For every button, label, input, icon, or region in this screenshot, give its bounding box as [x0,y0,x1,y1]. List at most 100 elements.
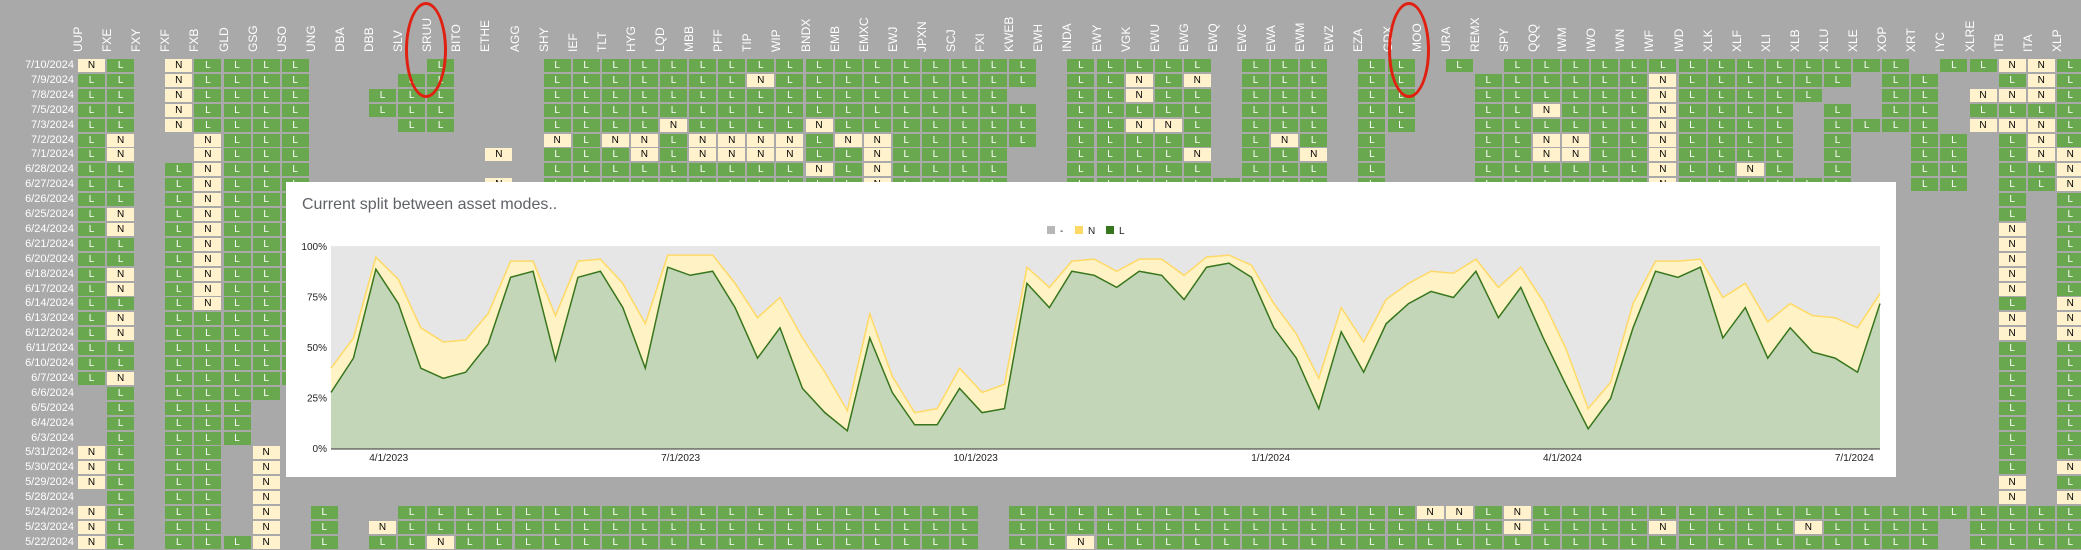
grid-cell[interactable]: L [1154,163,1182,177]
grid-cell[interactable]: L [1562,88,1590,102]
grid-cell[interactable]: L [1009,73,1037,87]
grid-cell[interactable]: L [1678,133,1706,147]
grid-cell[interactable]: L [252,297,280,311]
grid-cell[interactable]: L [1911,88,1939,102]
grid-cell[interactable]: L [1765,59,1793,72]
grid-cell[interactable]: L [892,520,920,534]
grid-cell[interactable]: L [718,73,746,87]
grid-cell[interactable]: L [2056,357,2081,370]
grid-cell[interactable]: L [1474,520,1502,534]
grid-cell[interactable]: L [398,535,426,549]
grid-cell[interactable]: L [1853,506,1881,519]
grid-cell[interactable]: L [1387,506,1415,519]
grid-cell[interactable]: L [601,88,629,102]
grid-cell[interactable]: L [892,59,920,72]
grid-cell[interactable]: L [252,327,280,341]
grid-cell[interactable]: L [892,73,920,87]
grid-cell[interactable]: L [223,267,251,281]
grid-cell[interactable]: L [747,535,775,549]
grid-cell[interactable]: L [107,73,135,87]
grid-cell[interactable]: L [165,535,193,549]
grid-cell[interactable]: L [1242,506,1269,519]
grid-cell[interactable]: N [1183,73,1211,87]
grid-cell[interactable]: L [1562,535,1590,549]
grid-cell[interactable]: L [194,312,222,326]
grid-cell[interactable]: N [2056,178,2081,192]
grid-cell[interactable]: L [1707,520,1735,534]
grid-cell[interactable]: L [892,506,920,519]
grid-cell[interactable]: L [805,535,833,549]
grid-cell[interactable]: L [1940,506,1968,519]
grid-cell[interactable]: L [1445,59,1473,72]
grid-cell[interactable]: L [863,118,891,132]
grid-cell[interactable]: L [1969,59,1997,72]
grid-cell[interactable]: L [1998,386,2026,400]
grid-cell[interactable]: L [456,506,484,519]
grid-cell[interactable]: L [1969,506,1997,519]
grid-cell[interactable]: L [1416,535,1444,549]
grid-cell[interactable]: L [165,252,193,266]
grid-cell[interactable]: L [543,88,571,102]
grid-cell[interactable]: L [1794,88,1822,102]
grid-cell[interactable]: L [252,371,280,385]
grid-cell[interactable]: L [980,163,1008,177]
grid-cell[interactable]: L [281,148,309,162]
grid-cell[interactable]: L [630,59,658,72]
grid-cell[interactable]: L [1591,59,1619,72]
grid-cell[interactable]: L [165,297,193,311]
grid-cell[interactable]: L [1387,103,1415,117]
grid-cell[interactable]: L [660,506,687,519]
grid-cell[interactable]: L [1678,59,1706,72]
grid-cell[interactable]: L [1707,535,1735,549]
grid-cell[interactable]: L [1620,506,1648,519]
grid-cell[interactable]: L [78,103,105,117]
grid-cell[interactable]: L [1125,506,1153,519]
grid-cell[interactable]: L [1591,520,1619,534]
grid-cell[interactable]: N [1562,148,1590,162]
grid-cell[interactable]: L [1125,103,1153,117]
grid-cell[interactable]: L [194,342,222,356]
grid-cell[interactable]: N [194,208,222,221]
grid-cell[interactable]: L [223,386,251,400]
grid-cell[interactable]: N [194,297,222,311]
grid-cell[interactable]: L [2056,88,2081,102]
grid-cell[interactable]: L [1853,118,1881,132]
grid-cell[interactable]: L [252,118,280,132]
grid-cell[interactable]: L [1242,73,1269,87]
grid-cell[interactable]: L [1125,163,1153,177]
grid-cell[interactable]: L [2056,73,2081,87]
grid-cell[interactable]: L [572,133,600,147]
grid-cell[interactable]: L [107,446,135,460]
grid-cell[interactable]: L [776,59,804,72]
grid-cell[interactable]: L [951,163,978,177]
grid-cell[interactable]: L [572,59,600,72]
grid-cell[interactable]: L [1067,73,1095,87]
grid-cell[interactable]: L [78,282,105,296]
grid-cell[interactable]: L [252,59,280,72]
grid-cell[interactable]: L [1998,208,2026,221]
grid-cell[interactable]: L [1154,59,1182,72]
grid-cell[interactable]: L [689,520,717,534]
grid-cell[interactable]: L [689,163,717,177]
grid-cell[interactable]: L [630,506,658,519]
grid-cell[interactable]: L [1707,103,1735,117]
grid-cell[interactable]: L [1533,73,1560,87]
grid-cell[interactable]: L [1067,103,1095,117]
grid-cell[interactable]: L [601,103,629,117]
grid-cell[interactable]: L [1503,133,1531,147]
grid-cell[interactable]: L [1387,520,1415,534]
grid-cell[interactable]: N [1998,59,2026,72]
grid-cell[interactable]: L [223,193,251,207]
grid-cell[interactable]: L [1271,163,1299,177]
grid-cell[interactable]: L [1736,133,1764,147]
grid-cell[interactable]: L [572,506,600,519]
grid-cell[interactable]: N [805,118,833,132]
grid-cell[interactable]: L [1940,133,1968,147]
grid-cell[interactable]: L [1620,163,1648,177]
grid-cell[interactable]: L [165,491,193,505]
grid-cell[interactable]: N [107,327,135,341]
grid-cell[interactable]: N [107,148,135,162]
grid-cell[interactable]: L [1271,59,1299,72]
grid-cell[interactable]: N [1125,73,1153,87]
grid-cell[interactable]: L [1707,88,1735,102]
